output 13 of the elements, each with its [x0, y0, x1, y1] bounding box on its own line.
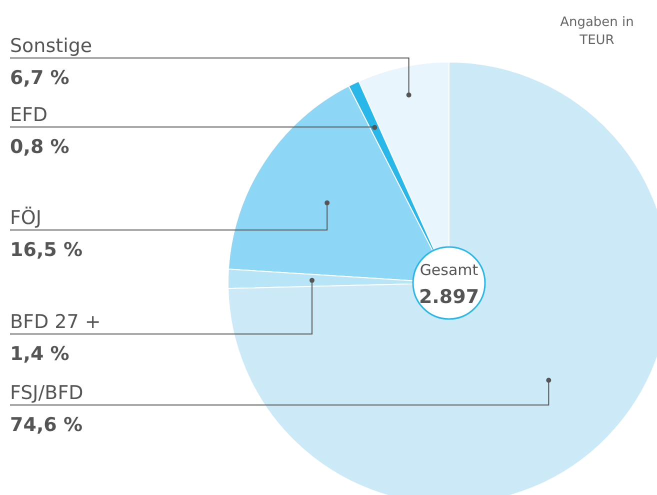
data-label: 6,7 %	[10, 67, 70, 89]
slice-label: FSJ/BFD	[10, 382, 84, 404]
data-label: 74,6 %	[10, 414, 83, 436]
slice-label: BFD 27 +	[10, 311, 101, 333]
data-label: 1,4 %	[10, 343, 70, 365]
data-label: 0,8 %	[10, 136, 70, 158]
text: 2.897	[418, 286, 480, 308]
data-label: 16,5 %	[10, 239, 83, 261]
slice-label: Sonstige	[10, 35, 92, 57]
slice-label: FÖJ	[10, 206, 42, 229]
text: Angaben in TEUR	[560, 15, 634, 48]
text: Gesamt	[420, 261, 478, 279]
slice-label: EFD	[10, 104, 48, 126]
